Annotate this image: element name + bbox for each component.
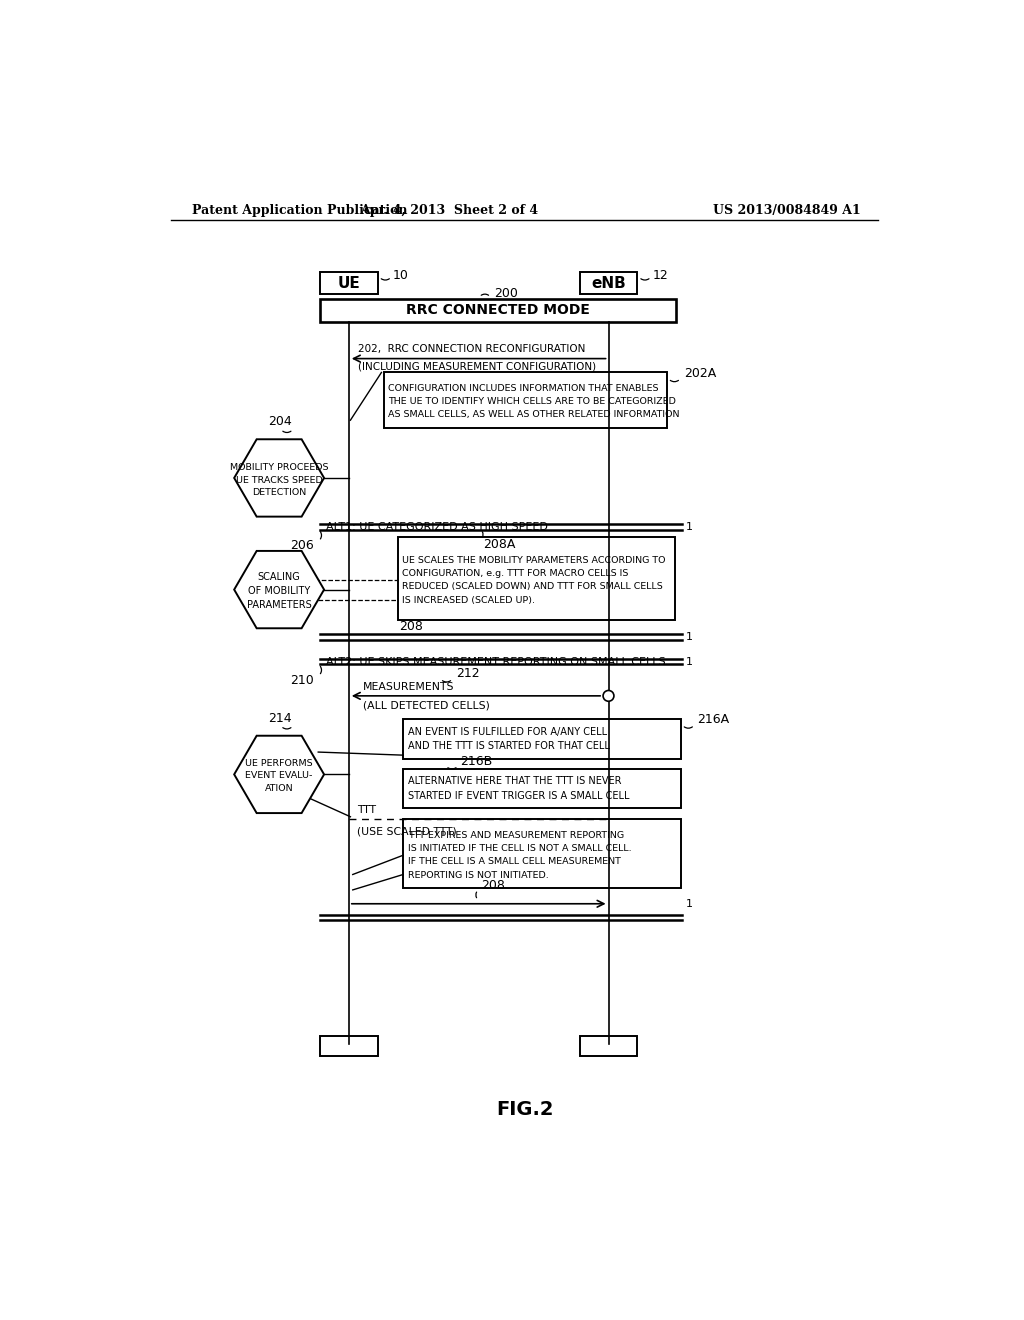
- Text: UE PERFORMS
EVENT EVALU-
ATION: UE PERFORMS EVENT EVALU- ATION: [246, 759, 313, 793]
- Text: 12: 12: [652, 269, 669, 282]
- Text: 202A: 202A: [684, 367, 716, 380]
- Bar: [580, 272, 637, 294]
- Text: 206: 206: [290, 539, 314, 552]
- Text: ALT1: UE CATEGORIZED AS HIGH SPEED: ALT1: UE CATEGORIZED AS HIGH SPEED: [327, 521, 548, 532]
- Text: 214: 214: [268, 711, 292, 725]
- Text: US 2013/0084849 A1: US 2013/0084849 A1: [713, 205, 861, 218]
- Text: FIG.2: FIG.2: [496, 1100, 554, 1119]
- Text: 1: 1: [686, 899, 693, 908]
- Text: CONFIGURATION INCLUDES INFORMATION THAT ENABLES
THE UE TO IDENTIFY WHICH CELLS A: CONFIGURATION INCLUDES INFORMATION THAT …: [388, 384, 680, 420]
- Bar: [403, 818, 681, 888]
- Text: eNB: eNB: [591, 276, 626, 290]
- Text: Apr. 4, 2013  Sheet 2 of 4: Apr. 4, 2013 Sheet 2 of 4: [360, 205, 539, 218]
- Bar: [580, 1036, 637, 1056]
- Text: 208A: 208A: [483, 537, 515, 550]
- Text: 1: 1: [686, 656, 693, 667]
- Text: TTT: TTT: [356, 805, 376, 814]
- Text: 210: 210: [290, 675, 314, 686]
- Text: 216B: 216B: [461, 755, 493, 768]
- Polygon shape: [234, 735, 324, 813]
- Text: AN EVENT IS FULFILLED FOR A/ANY CELL
AND THE TTT IS STARTED FOR THAT CELL: AN EVENT IS FULFILLED FOR A/ANY CELL AND…: [408, 726, 609, 751]
- Text: 10: 10: [393, 269, 409, 282]
- Text: ALTERNATIVE HERE THAT THE TTT IS NEVER
STARTED IF EVENT TRIGGER IS A SMALL CELL: ALTERNATIVE HERE THAT THE TTT IS NEVER S…: [408, 776, 630, 801]
- Polygon shape: [234, 440, 324, 516]
- Text: MOBILITY PROCEEDS
UE TRACKS SPEED
DETECTION: MOBILITY PROCEEDS UE TRACKS SPEED DETECT…: [229, 463, 329, 498]
- Bar: [321, 1036, 378, 1056]
- Text: MEASUREMENTS: MEASUREMENTS: [362, 681, 455, 692]
- Text: UE SCALES THE MOBILITY PARAMETERS ACCORDING TO
CONFIGURATION, e.g. TTT FOR MACRO: UE SCALES THE MOBILITY PARAMETERS ACCORD…: [402, 556, 666, 605]
- Text: (INCLUDING MEASUREMENT CONFIGURATION): (INCLUDING MEASUREMENT CONFIGURATION): [358, 362, 596, 371]
- Text: 204: 204: [268, 416, 292, 428]
- Bar: [384, 372, 667, 428]
- Text: RRC CONNECTED MODE: RRC CONNECTED MODE: [407, 304, 590, 317]
- Text: SCALING
OF MOBILITY
PARAMETERS: SCALING OF MOBILITY PARAMETERS: [247, 572, 311, 610]
- Circle shape: [603, 690, 614, 701]
- Bar: [321, 298, 676, 322]
- Text: 1: 1: [686, 632, 693, 642]
- Bar: [397, 537, 675, 620]
- Bar: [403, 770, 681, 808]
- Polygon shape: [234, 550, 324, 628]
- Text: Patent Application Publication: Patent Application Publication: [191, 205, 408, 218]
- Text: 212: 212: [456, 667, 479, 680]
- Text: (USE SCALED TTT): (USE SCALED TTT): [356, 826, 457, 837]
- Text: 208: 208: [481, 879, 505, 892]
- Text: UE: UE: [338, 276, 360, 290]
- Text: 200: 200: [494, 288, 518, 301]
- Text: TTT EXPIRES AND MEASUREMENT REPORTING
IS INITIATED IF THE CELL IS NOT A SMALL CE: TTT EXPIRES AND MEASUREMENT REPORTING IS…: [408, 832, 632, 879]
- Text: (ALL DETECTED CELLS): (ALL DETECTED CELLS): [362, 701, 489, 711]
- Text: 216A: 216A: [697, 713, 730, 726]
- Bar: [403, 719, 681, 759]
- Text: ALT2: UE SKIPS MEASUREMENT REPORTING ON SMALL CELLS: ALT2: UE SKIPS MEASUREMENT REPORTING ON …: [327, 656, 666, 667]
- Text: 208: 208: [399, 620, 423, 634]
- Bar: [321, 272, 378, 294]
- Text: 1: 1: [686, 521, 693, 532]
- Text: 202,  RRC CONNECTION RECONFIGURATION: 202, RRC CONNECTION RECONFIGURATION: [358, 345, 586, 354]
